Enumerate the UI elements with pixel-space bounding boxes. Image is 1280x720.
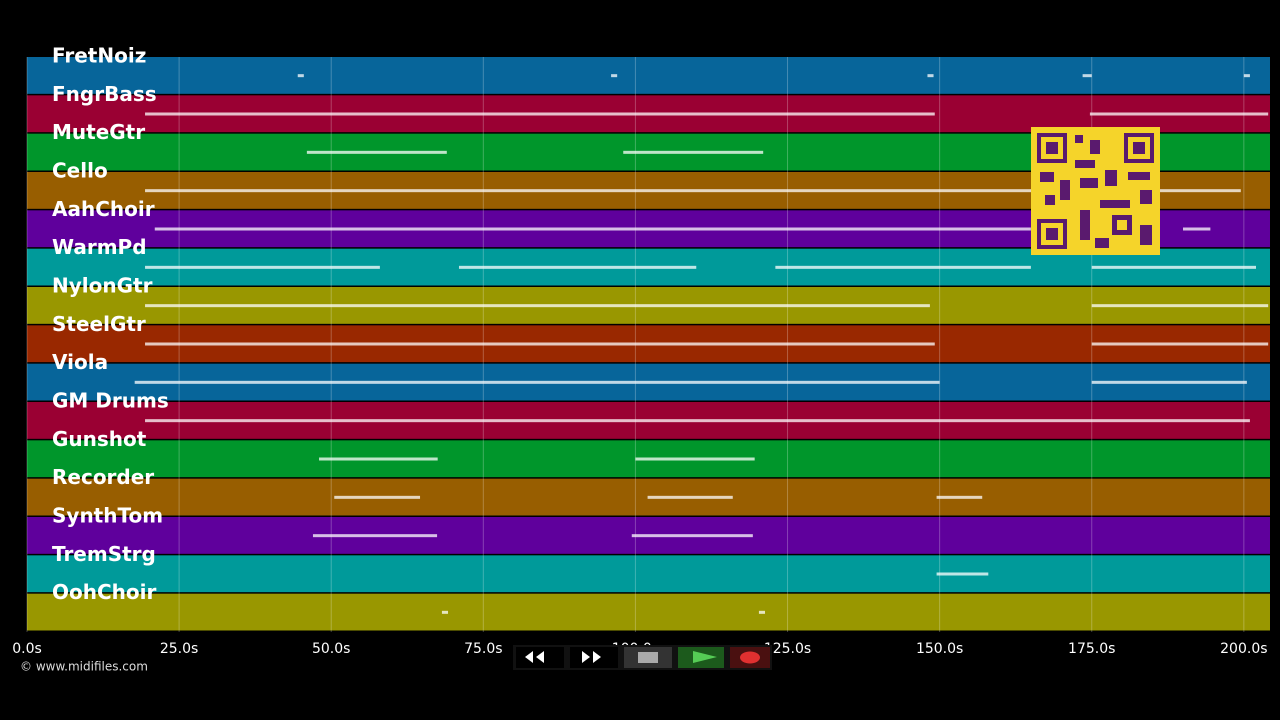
note-range (312, 534, 438, 538)
note-range (154, 227, 1031, 231)
note-range (1243, 74, 1250, 78)
x-tick-label: 150.0s (916, 641, 963, 657)
x-tick-label: 50.0s (312, 641, 350, 657)
x-tick-label: 75.0s (464, 641, 502, 657)
note-range (134, 380, 940, 384)
note-range (441, 610, 449, 614)
note-range (297, 74, 304, 78)
track-name: AahChoir (52, 197, 155, 221)
note-range (1091, 304, 1269, 308)
note-range (145, 112, 935, 116)
track-name: Viola (52, 350, 108, 374)
play-button[interactable] (678, 647, 724, 668)
track-labels: FretNoiz FngrBass MuteGtr Cello AahChoir Warm… (52, 44, 169, 605)
note-range (631, 534, 753, 538)
track-row (27, 57, 1270, 94)
credit: © www.midifiles.com (20, 660, 148, 674)
note-range (611, 74, 618, 78)
note-range (775, 265, 1031, 269)
note-range (647, 495, 733, 499)
x-tick-label: 200.0s (1220, 641, 1267, 657)
note-range (1082, 74, 1092, 78)
note-range (145, 189, 1241, 193)
track-name: SteelGtr (52, 312, 146, 336)
note-range (927, 74, 934, 78)
note-range (145, 304, 930, 308)
track-name: Recorder (52, 465, 154, 489)
x-tick-label: 0.0s (12, 641, 42, 657)
x-tick-label: 25.0s (160, 641, 198, 657)
note-range (334, 495, 421, 499)
qr-code (1031, 127, 1160, 255)
track-row (27, 593, 1270, 631)
note-range (635, 457, 755, 461)
track-name: TremStrg (52, 542, 156, 566)
note-range (145, 265, 380, 269)
track-name: FretNoiz (52, 44, 146, 68)
note-range (145, 419, 1250, 423)
fast-forward-button[interactable] (570, 647, 618, 668)
note-range (1091, 342, 1269, 346)
track-row (27, 555, 1270, 593)
track-name: MuteGtr (52, 120, 145, 144)
note-range (1182, 227, 1211, 231)
note-range (1091, 380, 1247, 384)
note-range (1091, 265, 1257, 269)
notes (134, 74, 1269, 614)
record-button[interactable] (730, 647, 770, 668)
track-name: Gunshot (52, 427, 147, 451)
rewind-button[interactable] (516, 647, 564, 668)
note-range (458, 265, 697, 269)
note-range (623, 150, 764, 154)
x-tick-label: 175.0s (1068, 641, 1115, 657)
track-name: OohChoir (52, 580, 156, 604)
track-name: NylonGtr (52, 274, 153, 298)
track-name: FngrBass (52, 82, 157, 106)
note-range (936, 495, 983, 499)
track-name: Cello (52, 159, 108, 183)
note-range (306, 150, 447, 154)
note-range (319, 457, 438, 461)
x-tick-label: 125.0s (764, 641, 811, 657)
stop-button[interactable] (624, 647, 672, 668)
note-range (936, 572, 989, 576)
track-name: GM Drums (52, 389, 169, 413)
transport-controls (513, 645, 772, 670)
track-name: SynthTom (52, 504, 163, 528)
note-range (145, 342, 935, 346)
track-name: WarmPd (52, 235, 147, 259)
note-range (1089, 112, 1269, 116)
note-range (758, 610, 766, 614)
